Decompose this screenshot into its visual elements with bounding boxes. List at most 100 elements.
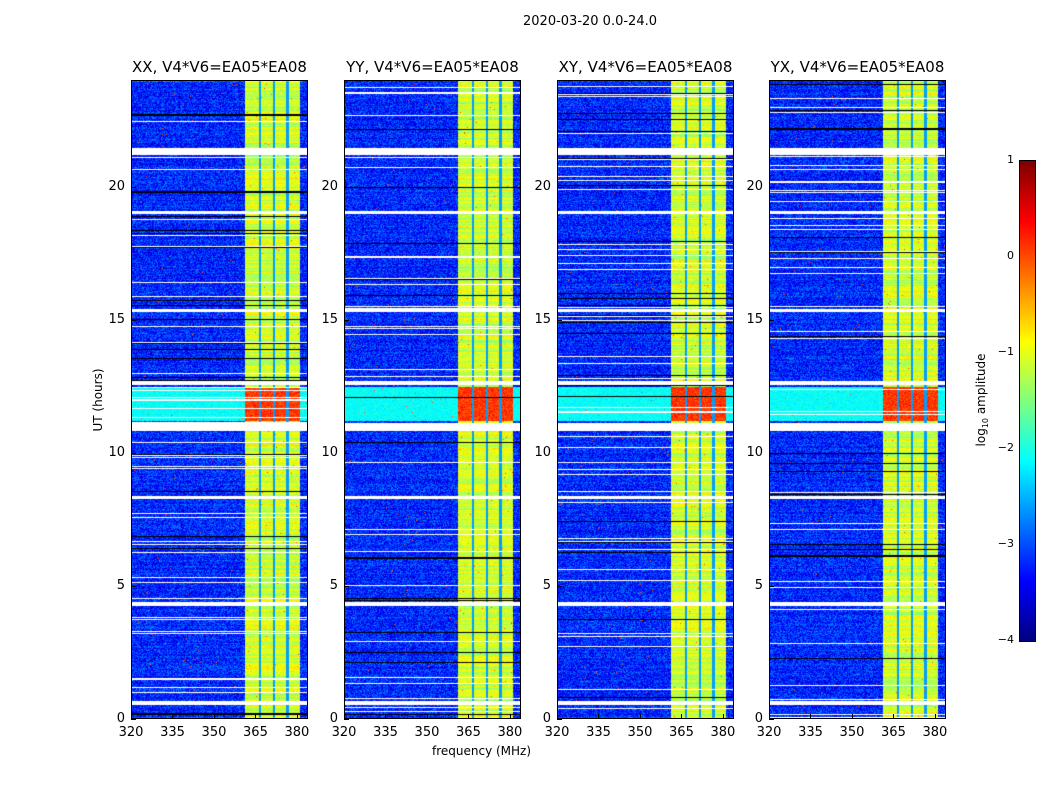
x-tick-mark xyxy=(296,714,298,719)
figure-title: 2020-03-20 0.0-24.0 xyxy=(523,14,657,29)
y-tick-mark xyxy=(344,452,349,454)
y-tick-mark xyxy=(769,585,774,587)
colorbar-tick-label: −2 xyxy=(997,441,1014,454)
panel-title: YX, V4*V6=EA05*EA08 xyxy=(770,58,945,76)
x-tick-mark xyxy=(509,714,511,719)
x-tick-mark xyxy=(385,714,387,719)
x-tick-mark xyxy=(468,714,470,719)
colorbar-tick-label: 0 xyxy=(1007,249,1014,262)
x-axis-label: frequency (MHz) xyxy=(432,744,532,758)
x-tick-mark xyxy=(598,714,600,719)
y-tick-label: 5 xyxy=(754,577,763,593)
y-tick-label: 5 xyxy=(329,577,338,593)
waterfall-image xyxy=(131,80,308,719)
x-tick-label: 335 xyxy=(586,725,611,740)
y-tick-label: 5 xyxy=(542,577,551,593)
x-tick-label: 335 xyxy=(798,725,823,740)
x-tick-mark xyxy=(722,714,724,719)
x-tick-label: 365 xyxy=(243,725,268,740)
x-tick-mark xyxy=(344,714,345,719)
colorbar-tick-label: −1 xyxy=(997,345,1014,358)
y-tick-mark xyxy=(131,319,136,321)
y-tick-mark xyxy=(769,186,774,188)
y-tick-label: 15 xyxy=(321,311,338,327)
x-tick-label: 320 xyxy=(118,725,144,740)
y-tick-mark xyxy=(344,319,349,321)
x-tick-label: 350 xyxy=(414,725,440,740)
y-tick-label: 20 xyxy=(534,178,551,194)
colorbar-tick-label: −4 xyxy=(997,633,1014,646)
y-tick-mark xyxy=(131,719,136,720)
y-tick-mark xyxy=(557,585,562,587)
colorbar-label: log10 amplitude xyxy=(973,353,991,447)
y-tick-label: 20 xyxy=(746,178,763,194)
x-tick-label: 365 xyxy=(881,725,906,740)
y-tick-label: 15 xyxy=(108,311,125,327)
x-tick-label: 365 xyxy=(669,725,694,740)
x-tick-mark xyxy=(557,714,558,719)
y-tick-label: 10 xyxy=(534,444,551,460)
waterfall-image xyxy=(344,80,521,719)
panel-1: YY, V4*V6=EA05*EA08 320 335 350 365 380 0 5 10 15… xyxy=(321,58,522,740)
panel-title: XY, V4*V6=EA05*EA08 xyxy=(558,58,733,76)
plot-frame xyxy=(557,80,734,719)
panel-2: XY, V4*V6=EA05*EA08 320 335 350 365 380 0 5 10 15… xyxy=(534,58,735,740)
x-tick-mark xyxy=(639,714,641,719)
x-tick-mark xyxy=(681,714,683,719)
y-axis-label: UT (hours) xyxy=(91,368,105,432)
x-tick-mark xyxy=(131,714,132,719)
waterfall-image xyxy=(557,80,734,719)
y-tick-label: 10 xyxy=(108,444,125,460)
y-tick-label: 0 xyxy=(754,711,763,726)
plot-frame xyxy=(131,80,308,719)
x-tick-mark xyxy=(810,714,812,719)
y-tick-label: 10 xyxy=(746,444,763,460)
x-tick-label: 350 xyxy=(201,725,227,740)
y-tick-label: 0 xyxy=(116,711,125,726)
plot-frame xyxy=(344,80,521,719)
x-tick-mark xyxy=(851,714,853,719)
y-tick-mark xyxy=(769,452,774,454)
panel-0: XX, V4*V6=EA05*EA08 320 335 350 365 380 0 5 10 15… xyxy=(108,58,309,740)
x-tick-label: 335 xyxy=(160,725,185,740)
x-tick-label: 320 xyxy=(544,725,570,740)
x-tick-label: 335 xyxy=(373,725,398,740)
panel-title: YY, V4*V6=EA05*EA08 xyxy=(346,58,519,76)
y-tick-mark xyxy=(557,186,562,188)
panel-3: YX, V4*V6=EA05*EA08 320 335 350 365 380 0 5 10 15… xyxy=(746,58,947,740)
y-tick-label: 10 xyxy=(321,444,338,460)
y-tick-mark xyxy=(131,452,136,454)
x-tick-mark xyxy=(893,714,895,719)
y-tick-label: 20 xyxy=(108,178,125,194)
y-tick-mark xyxy=(344,186,349,188)
x-tick-mark xyxy=(255,714,257,719)
x-tick-mark xyxy=(426,714,428,719)
x-tick-label: 320 xyxy=(756,725,782,740)
y-tick-label: 0 xyxy=(329,711,338,726)
x-tick-label: 365 xyxy=(456,725,481,740)
x-tick-mark xyxy=(769,714,770,719)
x-tick-label: 350 xyxy=(627,725,653,740)
x-tick-mark xyxy=(213,714,215,719)
y-tick-mark xyxy=(557,319,562,321)
x-tick-label: 380 xyxy=(284,725,310,740)
y-tick-mark xyxy=(769,319,774,321)
y-tick-mark xyxy=(344,719,349,720)
y-tick-label: 15 xyxy=(746,311,763,327)
y-tick-label: 20 xyxy=(321,178,338,194)
y-tick-mark xyxy=(769,719,774,720)
x-tick-label: 380 xyxy=(497,725,523,740)
x-tick-mark xyxy=(172,714,174,719)
y-tick-label: 5 xyxy=(116,577,125,593)
y-tick-label: 15 xyxy=(534,311,551,327)
colorbar-tick-label: −3 xyxy=(997,537,1014,550)
y-tick-mark xyxy=(344,585,349,587)
y-tick-mark xyxy=(131,186,136,188)
colorbar xyxy=(1019,160,1036,642)
x-tick-label: 380 xyxy=(922,725,948,740)
panel-title: XX, V4*V6=EA05*EA08 xyxy=(132,58,307,76)
x-tick-label: 380 xyxy=(710,725,736,740)
x-tick-mark xyxy=(934,714,936,719)
waterfall-image xyxy=(769,80,946,719)
